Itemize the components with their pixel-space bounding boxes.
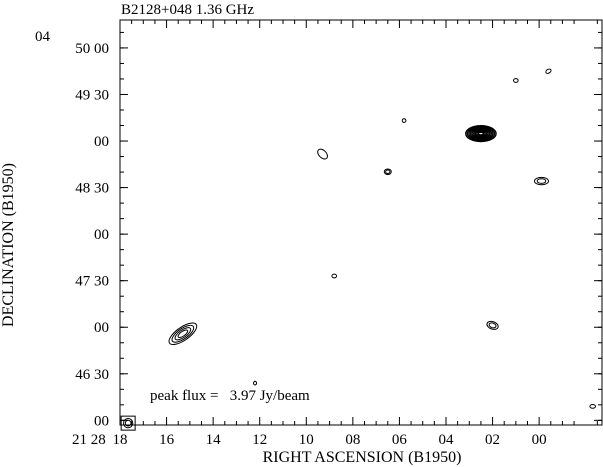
source-s6: [545, 68, 552, 74]
axis-ticks: [119, 20, 602, 425]
y-tick-labels: 50 00 49 30 00 48 30 00 47 30 00 46 30 00: [75, 41, 109, 429]
source-peak: [465, 124, 497, 143]
contour-level: [533, 176, 549, 186]
contour-level: [486, 320, 499, 330]
x-tick-label: 08: [345, 432, 360, 448]
y-axis-label: DECLINATION (B1950): [0, 163, 17, 327]
beam-box: [120, 415, 136, 431]
contour-level: [466, 125, 496, 142]
x-tick-label: 02: [485, 432, 500, 448]
contour-level: [124, 419, 132, 427]
contour-level: [476, 130, 486, 137]
y-tick-label: 48 30: [75, 181, 109, 197]
contour-level: [472, 129, 489, 139]
contour-level: [122, 417, 134, 429]
source-s5: [513, 78, 519, 83]
y-tick-label: 46 30: [75, 367, 109, 383]
contour-level: [171, 324, 195, 343]
chart-title: B2128+048 1.36 GHz: [121, 2, 254, 18]
contour-level: [536, 178, 547, 184]
x-tick-label: 06: [392, 432, 408, 448]
contour-level: [477, 131, 485, 136]
contour-level: [545, 68, 552, 74]
source-s7: [331, 273, 338, 279]
y-tick-label: 47 30: [75, 274, 109, 290]
x-tick-label: 14: [206, 432, 222, 448]
x-tick-label: 04: [438, 432, 454, 448]
contour-level: [317, 148, 328, 160]
contour-level: [468, 126, 494, 141]
beam-ellipse: [122, 417, 134, 429]
contour-level: [385, 169, 391, 174]
y-tick-label: 50 00: [75, 41, 109, 57]
source-s10: [589, 404, 596, 409]
y-tick-label: 00: [94, 320, 109, 336]
y-tick-label: 00: [94, 134, 109, 150]
source-s1: [317, 148, 328, 160]
x-hour-prefix: 21 28: [72, 432, 106, 448]
x-axis-label: RIGHT ASCENSION (B1950): [263, 449, 462, 466]
x-tick-label: 10: [299, 432, 314, 448]
contour-level: [471, 128, 491, 139]
contour-level: [253, 380, 258, 386]
contour-level: [383, 168, 392, 176]
y-tick-label: 00: [94, 227, 109, 243]
contour-level: [331, 273, 338, 279]
source-s9: [253, 380, 258, 386]
contour-level: [469, 127, 493, 140]
source-s8: [486, 320, 499, 330]
contour-level: [174, 327, 192, 341]
plot-frame: [119, 19, 603, 426]
contour-level: [401, 118, 407, 123]
contour-sources: [120, 68, 596, 431]
y-tick-label: 49 30: [75, 87, 109, 103]
contour-level: [513, 78, 519, 83]
source-s3: [401, 118, 407, 123]
source-s4: [533, 176, 549, 186]
contour-level: [589, 404, 596, 409]
y-degree-prefix: 04: [35, 29, 51, 45]
x-tick-label: 00: [532, 432, 547, 448]
x-tick-label: 16: [159, 432, 175, 448]
x-tick-label: 18: [113, 432, 128, 448]
source-sw-extended: [168, 322, 198, 346]
y-tick-label: 00: [94, 413, 109, 429]
contour-level: [465, 124, 497, 143]
peak-flux-annotation: peak flux = 3.97 Jy/beam: [150, 388, 310, 404]
source-s2: [383, 168, 392, 176]
x-tick-label: 12: [252, 432, 267, 448]
contour-level: [177, 329, 189, 339]
contour-level: [474, 129, 488, 138]
x-tick-labels: 18 16 14 12 10 08 06 04 02 00: [113, 432, 547, 448]
contour-level: [168, 322, 198, 346]
contour-level: [488, 322, 497, 329]
